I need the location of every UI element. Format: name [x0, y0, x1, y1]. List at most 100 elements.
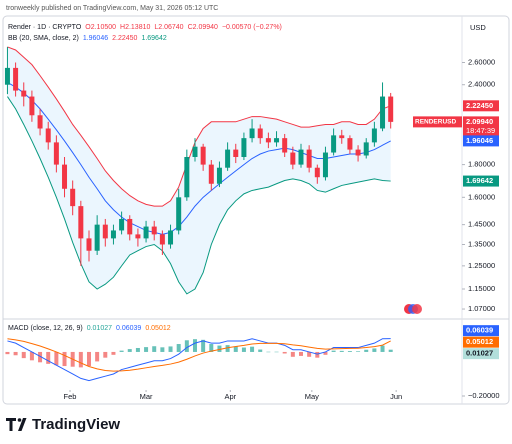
candle-body — [225, 149, 231, 168]
macd-histogram-bar — [250, 346, 255, 352]
macd-histogram-bar — [111, 351, 116, 355]
candle-body — [119, 218, 125, 231]
events-icon — [404, 304, 422, 314]
candle-body — [249, 128, 255, 139]
macd-histogram-bar — [46, 351, 51, 364]
macd-histogram-bar — [184, 340, 189, 352]
macd-badge — [463, 325, 499, 337]
legend-bb-value: 2.22450 — [112, 35, 137, 42]
y-tick-label: 1.80000 — [468, 160, 495, 169]
candle-body — [62, 164, 68, 189]
candle-body — [135, 234, 141, 239]
candle-body — [257, 128, 263, 139]
candle-body — [78, 206, 84, 239]
candle-body — [184, 156, 190, 198]
legend-bb-value: 1.69642 — [141, 35, 166, 42]
candle-body — [233, 149, 239, 157]
candle-body — [110, 230, 116, 239]
x-tick-label: Apr — [224, 392, 236, 401]
candle-body — [208, 164, 214, 184]
macd-line — [7, 338, 391, 372]
candle-body — [216, 167, 222, 184]
candle-body — [21, 90, 27, 97]
y-tick-label: 1.07000 — [468, 304, 495, 313]
candle-body — [127, 218, 133, 235]
candle-body — [94, 224, 100, 251]
y-tick-label: 1.35000 — [468, 239, 495, 248]
band-line — [7, 96, 391, 295]
candle-body — [192, 146, 198, 157]
macd-histogram-bar — [95, 351, 100, 362]
macd-histogram-bar — [62, 351, 67, 367]
candle-body — [380, 96, 386, 129]
tradingview-logo — [6, 418, 27, 431]
macd-badge — [463, 336, 499, 348]
price-badge-label: 2.22450 — [466, 101, 493, 110]
macd-histogram-bar — [21, 351, 26, 359]
brand-name: TradingView — [32, 416, 120, 433]
legend-bb: BB (20, SMA, close, 2) 1.96046 2.22450 1.69… — [8, 35, 167, 42]
macd-histogram-bar — [160, 347, 165, 352]
candle-body — [45, 128, 51, 143]
y-tick-label: 2.40000 — [468, 80, 495, 89]
macd-histogram-bar — [258, 349, 263, 352]
macd-histogram-bar — [298, 351, 303, 356]
candle-body — [241, 138, 247, 157]
candle-body — [274, 138, 280, 143]
macd-histogram-bar — [372, 348, 377, 352]
x-tick-label: May — [305, 392, 319, 401]
legend-change: −0.00570 (−0.27%) — [222, 24, 282, 31]
price-badge — [463, 116, 499, 137]
macd-badge — [463, 348, 499, 360]
candle-body — [143, 226, 149, 239]
macd-badge-label: 0.06039 — [466, 326, 493, 335]
price-badge — [463, 175, 499, 187]
macd-histogram-bar — [144, 347, 149, 352]
legend-ohlc: O2.10500 — [85, 24, 116, 31]
macd-histogram-bar — [364, 349, 369, 352]
candle-body — [298, 149, 304, 165]
y-tick-label: 1.25000 — [468, 261, 495, 270]
macd-histogram-bar — [135, 347, 140, 352]
legend-macd-value: 0.05012 — [145, 325, 170, 332]
candle-body — [13, 67, 19, 91]
macd-histogram-bar — [5, 351, 10, 355]
chart-frame — [2, 15, 510, 405]
legend-ohlc: C2.09940 — [188, 24, 218, 31]
candle-body — [388, 96, 394, 122]
macd-histogram-bar — [78, 351, 83, 368]
price-badge — [463, 100, 499, 112]
candle-body — [86, 238, 92, 251]
macd-y-tick-label: −0.20000 — [468, 391, 500, 400]
macd-badge-label: 0.01027 — [466, 349, 493, 358]
macd-histogram-bar — [127, 349, 132, 352]
macd-histogram-bar — [339, 350, 344, 352]
macd-histogram-bar — [29, 351, 34, 361]
candle-body — [176, 197, 182, 231]
symbol-name: RENDERUSD — [415, 119, 456, 126]
candle-body — [355, 149, 361, 156]
macd-histogram-bar — [192, 339, 197, 352]
candle-body — [53, 142, 59, 165]
macd-histogram-bar — [86, 351, 91, 367]
macd-histogram-bar — [233, 346, 238, 352]
macd-histogram-bar — [201, 339, 206, 352]
macd-histogram-bar — [241, 347, 246, 352]
legend-macd: MACD (close, 12, 26, 9) 0.01027 0.06039 0.0… — [8, 325, 171, 332]
macd-histogram-bar — [38, 351, 43, 363]
macd-histogram-bar — [168, 346, 173, 352]
price-badge — [463, 135, 499, 147]
y-tick-label: 1.45000 — [468, 220, 495, 229]
macd-histogram-bar — [315, 351, 320, 358]
macd-histogram-bar — [323, 351, 328, 355]
macd-badge-label: 0.05012 — [466, 337, 493, 346]
macd-histogram-bar — [176, 344, 181, 352]
macd-histogram-bar — [307, 351, 312, 357]
macd-histogram-bar — [152, 346, 157, 352]
band-line — [7, 46, 391, 207]
y-tick-label: 1.60000 — [468, 192, 495, 201]
macd-histogram-bar — [119, 350, 124, 352]
macd-histogram-bar — [356, 351, 361, 352]
